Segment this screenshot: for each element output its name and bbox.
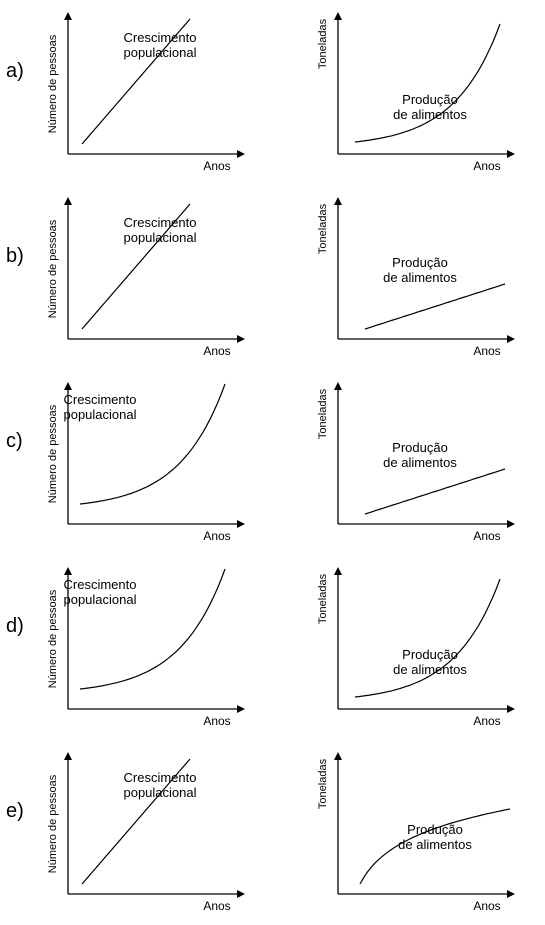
series-line (79, 383, 226, 505)
x-axis-label: Anos (473, 714, 500, 728)
option-label: e) (6, 800, 24, 822)
y-axis-arrow (64, 382, 72, 390)
x-axis-arrow (507, 705, 515, 713)
food-production-chart: Toneladas Anos Produção de alimentos (317, 382, 515, 543)
series-name-label: Produção de alimentos (383, 440, 457, 470)
x-axis-arrow (507, 335, 515, 343)
option-row: a) Número de pessoas Anos Crescimento popula… (0, 0, 545, 185)
x-axis-arrow (237, 150, 245, 158)
y-axis-label: Toneladas (317, 573, 329, 624)
food-production-chart: Toneladas Anos Produção de alimentos (317, 752, 515, 913)
y-axis-label: Toneladas (317, 18, 329, 69)
option-label: c) (6, 430, 23, 452)
y-axis-arrow (334, 197, 342, 205)
population-growth-chart: Número de pessoas Anos Crescimento populaci… (47, 382, 245, 543)
series-name-label: Produção de alimentos (398, 822, 472, 852)
series-line (364, 468, 506, 515)
option-label: b) (6, 245, 24, 267)
y-axis-arrow (334, 12, 342, 20)
x-axis-arrow (507, 890, 515, 898)
x-axis-arrow (237, 335, 245, 343)
x-axis-label: Anos (473, 159, 500, 173)
series-line (81, 758, 191, 885)
y-axis-label: Toneladas (317, 203, 329, 254)
x-axis-label: Anos (203, 159, 230, 173)
option-label: a) (6, 60, 24, 82)
series-name-label: Produção de alimentos (393, 92, 467, 122)
x-axis-label: Anos (203, 344, 230, 358)
y-axis-label: Número de pessoas (47, 219, 59, 318)
population-growth-chart: Número de pessoas Anos Crescimento populaci… (47, 752, 245, 913)
x-axis-arrow (237, 705, 245, 713)
y-axis-label: Toneladas (317, 758, 329, 809)
y-axis-label: Número de pessoas (47, 34, 59, 133)
x-axis-label: Anos (473, 344, 500, 358)
option-label: d) (6, 615, 24, 637)
y-axis-arrow (64, 567, 72, 575)
series-line (354, 23, 501, 143)
series-name-label: Crescimento populacional (123, 215, 196, 245)
series-line (81, 18, 191, 145)
series-line (359, 808, 511, 885)
food-production-chart: Toneladas Anos Produção de alimentos (317, 12, 515, 173)
y-axis-label: Toneladas (317, 388, 329, 439)
series-line (364, 283, 506, 330)
series-name-label: Crescimento populacional (123, 770, 196, 800)
food-production-chart: Toneladas Anos Produção de alimentos (317, 197, 515, 358)
series-name-label: Crescimento populacional (63, 392, 136, 422)
x-axis-arrow (237, 890, 245, 898)
series-name-label: Produção de alimentos (393, 647, 467, 677)
y-axis-label: Número de pessoas (47, 774, 59, 873)
series-line (354, 578, 501, 698)
x-axis-arrow (507, 520, 515, 528)
x-axis-label: Anos (203, 529, 230, 543)
y-axis-arrow (64, 752, 72, 760)
series-name-label: Produção de alimentos (383, 255, 457, 285)
y-axis-arrow (64, 12, 72, 20)
x-axis-label: Anos (203, 899, 230, 913)
x-axis-label: Anos (473, 529, 500, 543)
food-production-chart: Toneladas Anos Produção de alimentos (317, 567, 515, 728)
option-row: e) Número de pessoas Anos Crescimento popula… (0, 740, 545, 925)
population-growth-chart: Número de pessoas Anos Crescimento populaci… (47, 12, 245, 173)
x-axis-arrow (237, 520, 245, 528)
series-name-label: Crescimento populacional (123, 30, 196, 60)
option-row: b) Número de pessoas Anos Crescimento popula… (0, 185, 545, 370)
option-row: c) Número de pessoas Anos Crescimento popula… (0, 370, 545, 555)
x-axis-label: Anos (473, 899, 500, 913)
y-axis-arrow (334, 567, 342, 575)
x-axis-label: Anos (203, 714, 230, 728)
series-line (79, 568, 226, 690)
y-axis-label: Número de pessoas (47, 404, 59, 503)
y-axis-label: Número de pessoas (47, 589, 59, 688)
y-axis-arrow (64, 197, 72, 205)
series-line (81, 203, 191, 330)
population-growth-chart: Número de pessoas Anos Crescimento populaci… (47, 567, 245, 728)
population-growth-chart: Número de pessoas Anos Crescimento populaci… (47, 197, 245, 358)
series-name-label: Crescimento populacional (63, 577, 136, 607)
y-axis-arrow (334, 382, 342, 390)
y-axis-arrow (334, 752, 342, 760)
x-axis-arrow (507, 150, 515, 158)
option-row: d) Número de pessoas Anos Crescimento popula… (0, 555, 545, 740)
